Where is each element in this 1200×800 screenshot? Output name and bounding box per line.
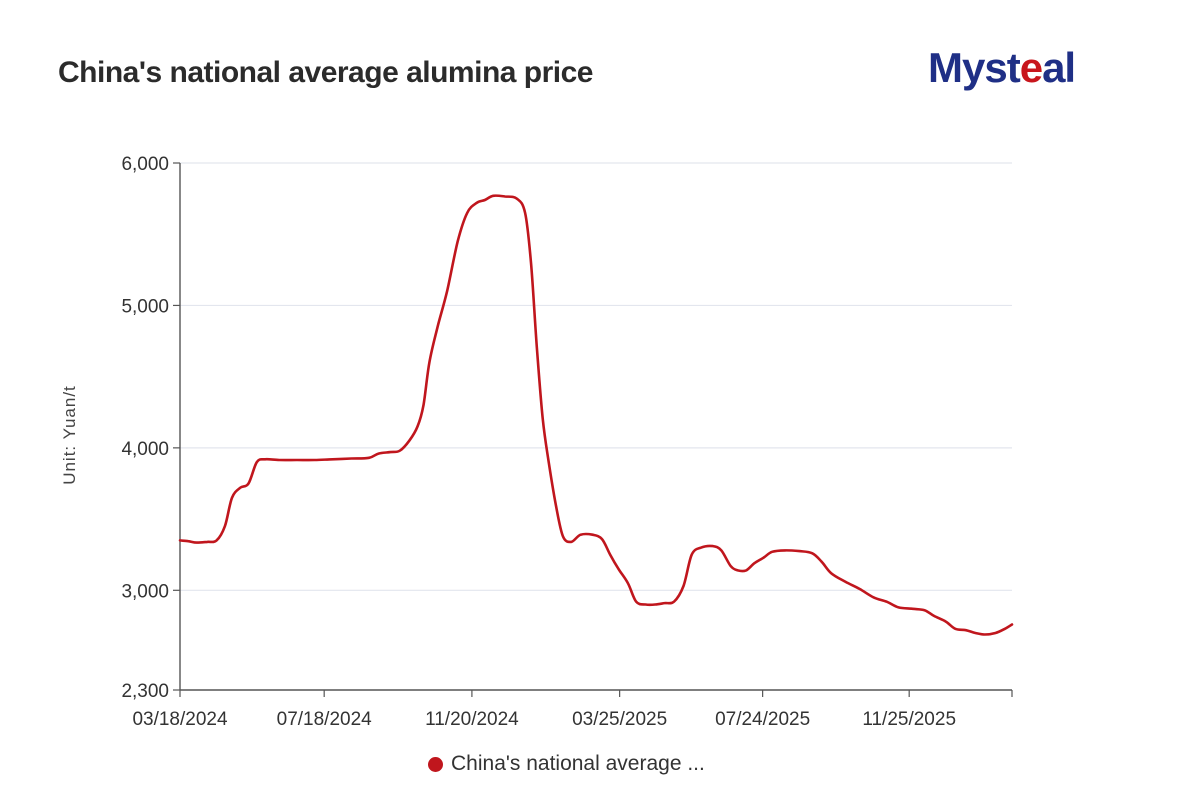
y-tick-label: 6,000 xyxy=(121,154,169,175)
logo-text-end: al xyxy=(1042,44,1076,91)
legend-label: China's national average ... xyxy=(451,752,705,775)
series-line[interactable] xyxy=(178,194,1014,636)
x-tick-label: 03/18/2024 xyxy=(132,709,228,730)
chart-title: China's national average alumina price xyxy=(58,56,594,89)
grid-lines xyxy=(180,162,1012,591)
logo-text-main: Myst xyxy=(928,44,1021,91)
y-axis-ticks: 2,300 3,000 4,000 5,000 6,000 xyxy=(121,154,180,702)
mysteel-logo: Mysteal xyxy=(928,44,1076,92)
legend[interactable]: China's national average ... xyxy=(428,752,705,776)
x-tick-label: 11/20/2024 xyxy=(425,709,519,730)
series-group xyxy=(178,194,1014,636)
y-tick-label: 2,300 xyxy=(121,681,169,702)
y-tick-label: 3,000 xyxy=(121,581,169,602)
legend-marker-icon xyxy=(428,756,443,772)
axes xyxy=(179,163,1012,691)
y-tick-label: 5,000 xyxy=(121,296,169,317)
x-tick-label: 03/25/2025 xyxy=(572,709,667,730)
x-tick-label: 07/18/2024 xyxy=(277,709,373,730)
x-axis-ticks: 03/18/2024 07/18/2024 11/20/2024 03/25/2025… xyxy=(132,690,1013,730)
x-tick-label: 11/25/2025 xyxy=(862,709,956,730)
logo-text-accent: e xyxy=(1019,44,1043,91)
y-tick-label: 4,000 xyxy=(121,439,169,460)
x-tick-label: 07/24/2025 xyxy=(715,709,810,730)
